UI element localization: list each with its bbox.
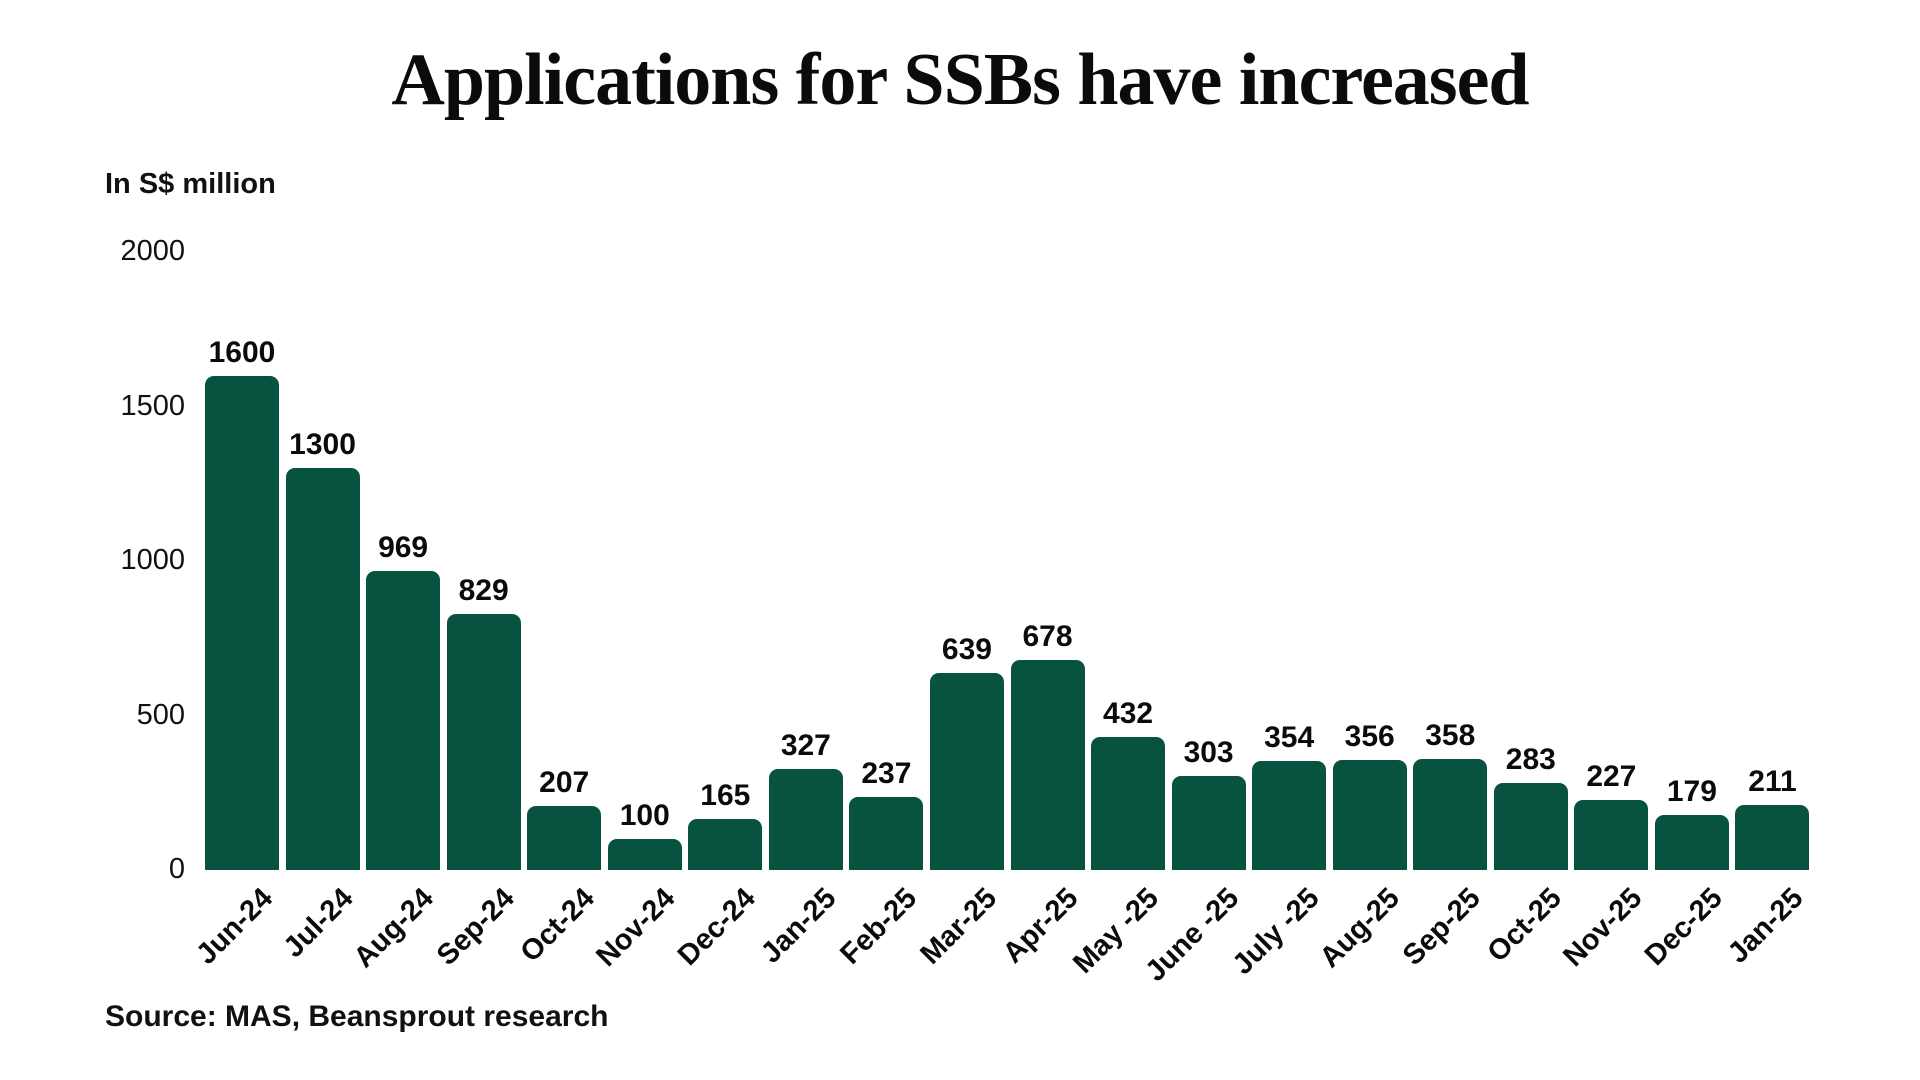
bar-value-label: 358	[1425, 719, 1476, 753]
bar-value-label: 829	[458, 573, 509, 607]
x-tick-label: Aug-24	[347, 882, 440, 975]
bar	[366, 570, 441, 870]
x-tick-label: Aug-25	[1314, 882, 1407, 975]
bar	[1574, 799, 1649, 870]
x-tick-label: Dec-24	[672, 882, 762, 972]
y-tick-label: 2000	[120, 235, 185, 267]
x-tick-label: Jun-24	[189, 882, 279, 971]
bar-value-label: 211	[1748, 764, 1797, 798]
bar	[1654, 814, 1729, 870]
x-tick-label: Jan-25	[1721, 882, 1810, 970]
y-tick-label: 500	[136, 698, 185, 731]
bar	[527, 806, 602, 870]
bar-value-label: 432	[1103, 696, 1154, 730]
bar	[688, 819, 763, 870]
bar-value-label: 303	[1183, 736, 1234, 770]
bar-value-label: 969	[378, 530, 429, 564]
source-note: Source: MAS, Beansprout research	[105, 1000, 609, 1033]
bar-value-label: 678	[1022, 620, 1073, 654]
x-tick-label: July -25	[1226, 882, 1326, 981]
bar	[446, 613, 521, 870]
bar-value-label: 237	[861, 756, 912, 790]
y-tick-label: 1500	[120, 389, 185, 422]
bar	[285, 468, 360, 870]
x-tick-label: Oct-25	[1480, 882, 1568, 969]
x-tick-label: Oct-24	[514, 882, 601, 969]
chart-title: Applications for SSBs have increased	[391, 39, 1529, 121]
bar	[768, 768, 843, 870]
bar	[1735, 804, 1810, 870]
bar	[1091, 736, 1166, 870]
x-tick-label: Nov-24	[590, 882, 682, 974]
bar-value-label: 207	[539, 766, 590, 800]
bar-value-label: 639	[941, 632, 992, 666]
bar-value-label: 227	[1586, 759, 1637, 793]
x-tick-label: Jan-25	[754, 882, 843, 970]
bar-value-label: 283	[1505, 742, 1556, 776]
x-tick-label: Sep-25	[1396, 882, 1487, 972]
x-tick-label: Mar-25	[914, 882, 1004, 971]
units-label: In S$ million	[105, 168, 276, 200]
x-tick-label: Sep-24	[430, 882, 521, 972]
x-tick-label: Feb-25	[834, 882, 924, 971]
bar	[1252, 760, 1327, 870]
bar-value-label: 356	[1344, 719, 1395, 753]
bar	[1413, 759, 1488, 870]
x-tick-label: Dec-25	[1638, 882, 1729, 972]
bar-value-label: 165	[700, 779, 751, 812]
bar	[849, 796, 924, 870]
bar-value-label: 100	[619, 799, 670, 833]
bar	[1332, 759, 1407, 870]
bar-value-label: 354	[1264, 720, 1315, 754]
bar-value-label: 179	[1666, 774, 1717, 808]
bar-value-label: 327	[780, 728, 831, 762]
bar	[929, 672, 1004, 870]
y-tick-label: 1000	[120, 544, 185, 576]
bar	[205, 375, 279, 870]
bar-value-label: 1600	[208, 335, 276, 369]
bar	[607, 839, 682, 870]
bar-value-label: 1300	[289, 428, 356, 462]
y-tick-label: 0	[168, 853, 185, 885]
bar	[1010, 660, 1085, 870]
x-tick-label: Nov-25	[1556, 882, 1648, 974]
bar	[1171, 776, 1246, 870]
bar	[1493, 782, 1568, 870]
